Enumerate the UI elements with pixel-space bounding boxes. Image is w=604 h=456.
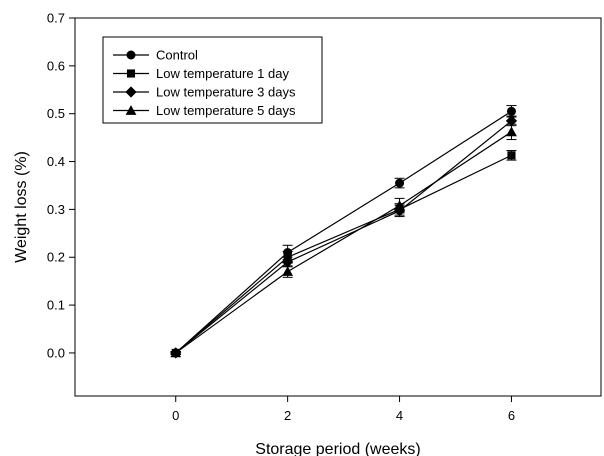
series-line (175, 154, 512, 354)
legend-marker (126, 69, 136, 78)
series-line (175, 110, 512, 354)
y-tick-label: 0.6 (47, 58, 65, 73)
legend-marker (125, 86, 137, 98)
legend-item: Control (113, 48, 198, 63)
legend: Control Low temperature 1 day Low temperat… (102, 36, 323, 124)
data-point (506, 126, 517, 137)
x-tick-label: 2 (284, 408, 291, 423)
legend-label: Control (156, 48, 198, 63)
y-tick-label: 0.1 (47, 298, 65, 313)
data-point (170, 347, 182, 358)
data-point (505, 115, 518, 127)
series-4 (170, 123, 517, 358)
y-axis-title: Weight loss (%) (13, 151, 30, 263)
legend-item: Low temperature 3 days (113, 85, 296, 100)
x-tick-label: 0 (172, 408, 179, 423)
x-axis: 0 2 4 6 (172, 396, 515, 423)
legend-marker (126, 50, 136, 60)
legend-label: Low temperature 1 day (156, 66, 289, 81)
legend-label: Low temperature 5 days (156, 103, 296, 118)
series-1 (170, 105, 517, 358)
data-point (506, 106, 516, 116)
legend-box (102, 36, 323, 124)
legend-item: Low temperature 5 days (113, 103, 296, 118)
series-layer (170, 105, 518, 359)
y-axis: 0.0 0.1 0.2 0.3 0.4 0.5 0.6 0.7 (47, 11, 75, 360)
legend-item: Low temperature 1 day (113, 66, 289, 81)
y-tick-label: 0.0 (47, 345, 65, 360)
series-line (175, 131, 512, 354)
series-line (175, 120, 512, 354)
series-3 (170, 115, 518, 359)
data-point (282, 266, 294, 276)
y-tick-label: 0.2 (47, 250, 65, 265)
x-axis-title: Storage period (weeks) (255, 441, 420, 456)
x-tick-label: 4 (396, 408, 403, 423)
data-point (395, 178, 405, 188)
data-point (282, 256, 294, 268)
legend-marker (125, 105, 137, 115)
y-tick-label: 0.7 (47, 11, 65, 26)
legend-label: Low temperature 3 days (156, 85, 296, 100)
data-point (507, 151, 516, 160)
plot-area (74, 17, 602, 397)
data-point (394, 200, 405, 210)
y-tick-label: 0.3 (47, 202, 65, 217)
x-tick-label: 6 (508, 408, 515, 423)
y-tick-label: 0.5 (47, 106, 65, 121)
y-tick-label: 0.4 (47, 154, 65, 169)
series-2 (170, 150, 517, 357)
